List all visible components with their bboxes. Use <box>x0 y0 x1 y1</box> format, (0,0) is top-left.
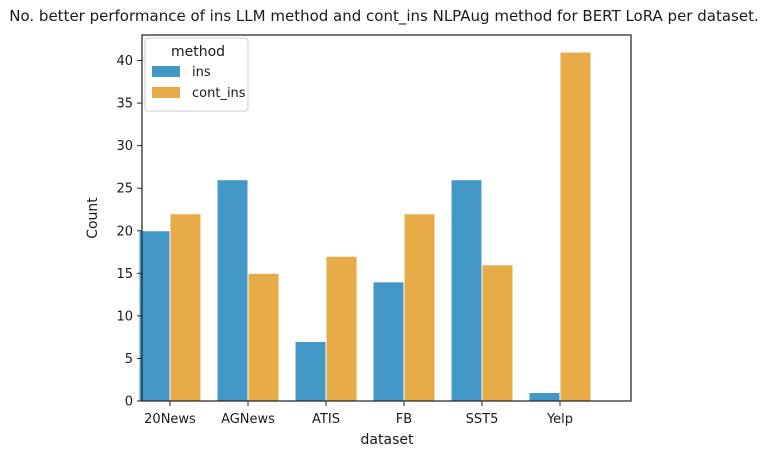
y-tick-label: 35 <box>116 97 133 112</box>
y-tick-label: 5 <box>125 352 133 367</box>
y-tick-label: 20 <box>116 224 133 239</box>
bar-cont_ins-FB <box>403 213 436 402</box>
chart-title: No. better performance of ins LLM method… <box>9 7 758 26</box>
legend-swatch-ins <box>152 66 180 77</box>
bar-ins-20News <box>138 230 171 402</box>
x-axis-label: dataset <box>361 432 414 448</box>
bar-ins-ATIS <box>294 340 327 402</box>
bar-cont_ins-SST5 <box>481 264 514 402</box>
legend-swatch-cont_ins <box>152 87 180 98</box>
y-tick-label: 15 <box>116 267 133 282</box>
y-tick-label: 10 <box>116 309 133 324</box>
bar-cont_ins-AGNews <box>247 272 280 402</box>
legend-label-ins: ins <box>192 65 211 80</box>
plot-frame <box>141 34 632 402</box>
legend-title: method <box>171 44 225 60</box>
y-tick-label: 30 <box>116 139 133 154</box>
bar-cont_ins-ATIS <box>325 255 358 402</box>
bar-ins-FB <box>372 281 405 402</box>
bar-ins-SST5 <box>450 179 483 402</box>
bar-cont_ins-Yelp <box>559 51 592 402</box>
y-tick-label: 0 <box>125 395 133 410</box>
bar-ins-Yelp <box>528 391 561 402</box>
x-tick-label: FB <box>396 412 412 427</box>
x-tick-label: Yelp <box>546 412 573 427</box>
y-axis-label: Count <box>85 197 101 239</box>
x-tick-label: AGNews <box>221 412 275 427</box>
y-tick-label: 40 <box>116 54 133 69</box>
x-tick-label: SST5 <box>466 412 499 427</box>
legend: method ins cont_ins <box>144 37 249 112</box>
bar-cont_ins-20News <box>169 213 202 402</box>
x-tick-label: ATIS <box>312 412 340 427</box>
y-tick-label: 25 <box>116 182 133 197</box>
legend-label-cont_ins: cont_ins <box>192 86 246 101</box>
bar-ins-AGNews <box>216 179 249 402</box>
x-tick-label: 20News <box>144 412 196 427</box>
